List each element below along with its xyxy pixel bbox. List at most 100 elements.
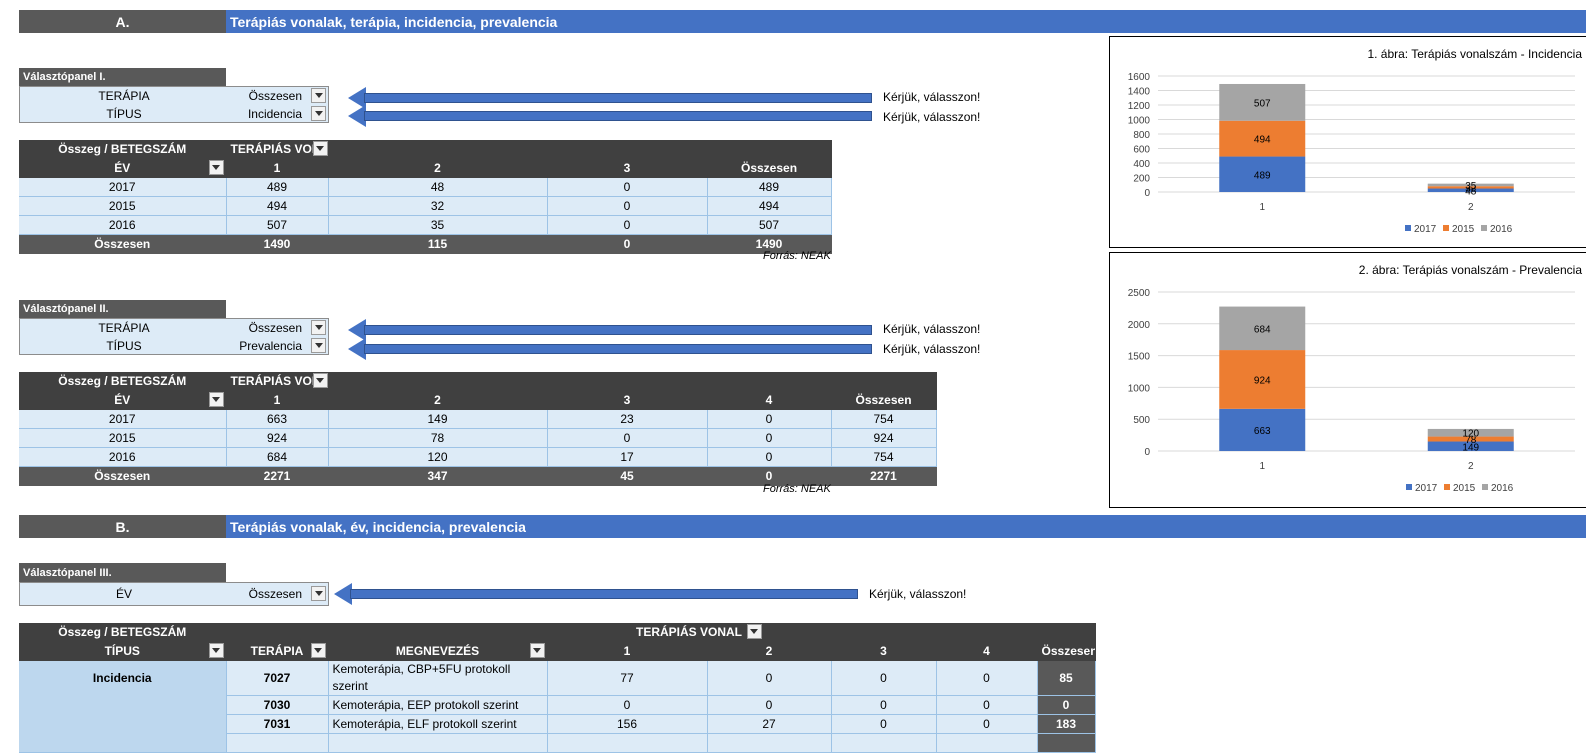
cell: 0 [707, 409, 832, 429]
data-label: 32 [1465, 183, 1477, 194]
type-value: Incidencia [247, 107, 302, 121]
cell: 2271 [831, 466, 937, 486]
pivot-value-label: Összeg / BETEGSZÁM [19, 140, 227, 159]
dropdown-icon[interactable] [208, 160, 224, 175]
col-header: 2 [328, 158, 548, 178]
cell: 1490 [226, 234, 329, 254]
panel-2-row-type: TÍPUS Prevalencia [20, 337, 328, 355]
cell: 0 [547, 177, 708, 197]
arrow-left-icon [348, 319, 872, 341]
cell: 2016 [19, 215, 227, 235]
bar-segment [1219, 83, 1306, 121]
dropdown-icon[interactable] [312, 373, 328, 388]
cell: 27 [707, 714, 832, 734]
cell: 0 [547, 695, 708, 715]
bar-segment [1427, 441, 1514, 451]
col-header: Összesen [707, 158, 832, 178]
cell: 183 [1037, 714, 1096, 734]
data-label: 489 [1254, 170, 1271, 181]
cell: 489 [707, 177, 832, 197]
table-row: 2015 924 78 0 0 924 [19, 428, 937, 448]
cell: 489 [226, 177, 329, 197]
col-header: 4 [707, 390, 832, 410]
y-tick-label: 1400 [1128, 87, 1151, 98]
year-label: ÉV [115, 587, 132, 601]
panel-3-header: Választópanel III. [19, 563, 226, 582]
dropdown-icon[interactable] [746, 624, 762, 639]
cell: 2271 [226, 466, 329, 486]
cell: 0 [936, 660, 1038, 696]
sort-dropdown-icon[interactable] [310, 643, 326, 658]
chart-1-plot: 0 200 400 600 800 1000 1200 1400 1600 489 494 507 1 4… [1128, 72, 1575, 235]
cell: 754 [831, 409, 937, 429]
cell: 2017 [19, 409, 227, 429]
therapy-value: Összesen [248, 89, 302, 103]
cell: 0 [1037, 695, 1096, 715]
col-header: ÉV [114, 161, 131, 175]
data-label: 924 [1254, 375, 1271, 386]
total-row: Összesen 1490 115 0 1490 [19, 234, 832, 254]
data-label: 663 [1254, 426, 1271, 437]
panel-1: TERÁPIA Összesen TÍPUS Incidencia [19, 86, 329, 123]
cell: Összesen [19, 234, 227, 254]
y-tick-label: 2500 [1128, 288, 1151, 299]
cell: 924 [831, 428, 937, 448]
arrow-left-icon [348, 338, 872, 360]
y-tick-label: 1500 [1128, 352, 1151, 363]
y-tick-label: 1000 [1128, 383, 1151, 394]
pivot-value-label: Összeg / BETEGSZÁM [19, 372, 227, 391]
cell: 2017 [19, 177, 227, 197]
cell: 78 [328, 428, 548, 448]
y-tick-label: 2000 [1128, 320, 1151, 331]
total-row: Összesen 2271 347 45 0 2271 [19, 466, 937, 486]
y-tick-label: 0 [1144, 447, 1150, 458]
filter-icon[interactable] [311, 586, 326, 601]
legend-label: 2015 [1453, 483, 1476, 494]
dropdown-icon[interactable] [208, 392, 224, 407]
pivot-column-field: TERÁPIÁS VONAL [636, 625, 743, 639]
col-header: 4 [936, 641, 1038, 661]
cell: 23 [547, 409, 708, 429]
col-header: 3 [831, 641, 937, 661]
legend-swatch [1481, 225, 1487, 231]
arrow-left-icon [334, 583, 858, 605]
bar-segment [1219, 156, 1306, 192]
prompt-text: Kérjük, válasszon! [869, 587, 967, 601]
panel-1-row-therapy: TERÁPIA Összesen [20, 87, 328, 105]
data-label: 48 [1465, 186, 1477, 197]
cell: 149 [328, 409, 548, 429]
filter-icon[interactable] [311, 338, 326, 353]
data-label: 494 [1254, 135, 1271, 146]
legend-label: 2015 [1452, 224, 1475, 235]
cell: 0 [831, 695, 937, 715]
filter-icon[interactable] [311, 88, 326, 103]
filter-icon[interactable] [311, 320, 326, 335]
cell: 85 [1037, 660, 1096, 696]
dropdown-icon[interactable] [529, 643, 545, 658]
group-cell: Incidencia [19, 660, 227, 753]
chart-2-title: 2. ábra: Terápiás vonalszám - Prevalenci… [1358, 263, 1582, 277]
chart-1-title: 1. ábra: Terápiás vonalszám - Incidencia [1367, 47, 1582, 61]
type-value: Prevalencia [239, 339, 302, 353]
section-b-title: Terápiás vonalak, év, incidencia, preval… [226, 515, 1586, 538]
dropdown-icon[interactable] [208, 643, 224, 658]
y-tick-label: 0 [1144, 188, 1150, 199]
source-note: Forrás: NEAK [763, 250, 831, 262]
arrow-left-icon [348, 105, 872, 127]
y-tick-label: 600 [1133, 145, 1150, 156]
bar-segment [1219, 350, 1306, 409]
dropdown-icon[interactable] [312, 141, 328, 156]
cell: 0 [831, 714, 937, 734]
prompt-text: Kérjük, válasszon! [883, 342, 981, 356]
table-row: 2016 684 120 17 0 754 [19, 447, 937, 467]
cell: 0 [936, 714, 1038, 734]
col-header: ÉV [114, 393, 131, 407]
cell: 115 [328, 234, 548, 254]
legend-swatch [1443, 225, 1449, 231]
cell: 7027 [226, 660, 329, 696]
filter-icon[interactable] [311, 106, 326, 121]
panel-3-row-year: ÉV Összesen [20, 585, 328, 603]
col-header: Összesen [831, 390, 937, 410]
therapy-value: Összesen [248, 321, 302, 335]
